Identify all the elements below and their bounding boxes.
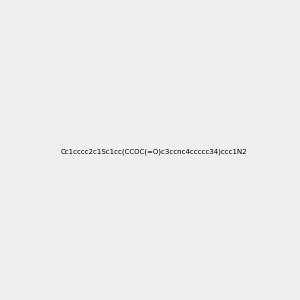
Text: Cc1cccc2c1Sc1cc(CCOC(=O)c3ccnc4ccccc34)ccc1N2: Cc1cccc2c1Sc1cc(CCOC(=O)c3ccnc4ccccc34)c…	[60, 148, 247, 155]
